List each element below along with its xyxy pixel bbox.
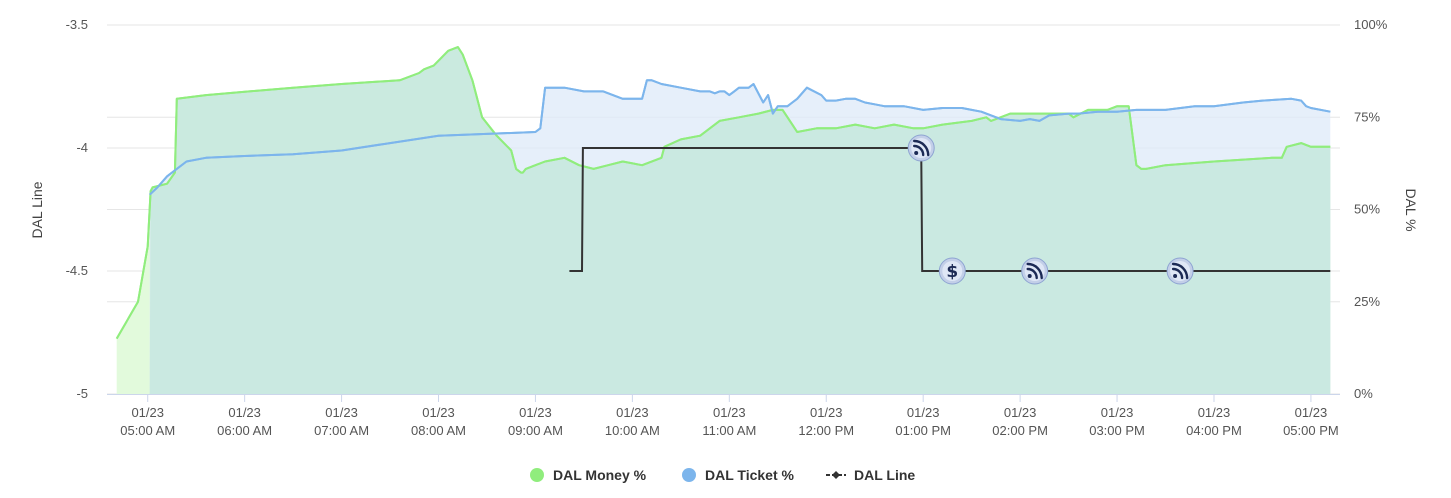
dal-money-line-top[interactable] — [115, 46, 1331, 340]
legend-swatch — [530, 468, 544, 482]
y2-tick-label: 75% — [1354, 109, 1380, 124]
legend-item-dal-ticket[interactable]: DAL Ticket % — [682, 467, 795, 483]
legend-item-dal-money[interactable]: DAL Money % — [530, 467, 647, 483]
rss-icon[interactable] — [907, 134, 935, 162]
x-tick-time: 03:00 PM — [1089, 423, 1145, 438]
x-tick-date: 01/23 — [131, 405, 164, 420]
y2-tick-label: 100% — [1354, 17, 1388, 32]
x-tick-date: 01/23 — [907, 405, 940, 420]
y-tick-label: -3.5 — [66, 17, 88, 32]
y2-tick-label: 25% — [1354, 294, 1380, 309]
annotation-markers[interactable]: $ — [907, 134, 1194, 285]
dal-line-series[interactable] — [569, 147, 1331, 272]
legend-label: DAL Ticket % — [705, 467, 795, 483]
rss-icon[interactable] — [1021, 257, 1049, 285]
x-tick-date: 01/23 — [1101, 405, 1134, 420]
x-tick-date: 01/23 — [1004, 405, 1037, 420]
x-tick-date: 01/23 — [422, 405, 455, 420]
legend: DAL Money % DAL Ticket % DAL Line — [530, 467, 915, 483]
series-lines — [115, 46, 1331, 340]
x-tick-time: 04:00 PM — [1186, 423, 1242, 438]
overlap-area — [149, 47, 1331, 394]
svg-text:$: $ — [946, 262, 958, 282]
dollar-icon[interactable]: $ — [938, 257, 966, 285]
x-tick-date: 01/23 — [616, 405, 649, 420]
x-tick-date: 01/23 — [1198, 405, 1231, 420]
dal-ticket-line-top[interactable] — [149, 79, 1331, 196]
axes: DAL Line DAL % -3.5 -4 -4.5 -5 100% 75% 50% 25%… — [29, 17, 1419, 438]
x-tick-date: 01/23 — [228, 405, 261, 420]
x-tick-time: 08:00 AM — [411, 423, 466, 438]
y2-axis-title: DAL % — [1403, 188, 1419, 231]
legend-swatch — [682, 468, 696, 482]
x-tick-time: 11:00 AM — [702, 423, 756, 438]
rss-icon[interactable] — [1166, 257, 1194, 285]
y-tick-label: -4 — [76, 140, 88, 155]
x-tick-time: 10:00 AM — [605, 423, 660, 438]
x-tick-time: 06:00 AM — [217, 423, 272, 438]
x-tick-time: 12:00 PM — [798, 423, 854, 438]
y-axis-title: DAL Line — [29, 181, 45, 238]
x-tick-date: 01/23 — [1295, 405, 1328, 420]
y2-tick-label: 0% — [1354, 386, 1373, 401]
x-tick-time: 05:00 PM — [1283, 423, 1339, 438]
legend-label: DAL Line — [854, 467, 915, 483]
x-tick-date: 01/23 — [713, 405, 746, 420]
x-tick-time: 05:00 AM — [120, 423, 175, 438]
x-tick-time: 07:00 AM — [314, 423, 369, 438]
y-tick-label: -5 — [76, 386, 88, 401]
x-tick-time: 09:00 AM — [508, 423, 563, 438]
x-tick-date: 01/23 — [519, 405, 552, 420]
legend-item-dal-line[interactable]: DAL Line — [826, 467, 915, 483]
series-areas — [116, 47, 1331, 395]
x-tick-time: 02:00 PM — [992, 423, 1048, 438]
y2-tick-label: 50% — [1354, 202, 1380, 217]
legend-label: DAL Money % — [553, 467, 647, 483]
y-tick-label: -4.5 — [66, 263, 88, 278]
x-tick-date: 01/23 — [325, 405, 358, 420]
x-tick-time: 01:00 PM — [895, 423, 951, 438]
x-tick-date: 01/23 — [810, 405, 843, 420]
